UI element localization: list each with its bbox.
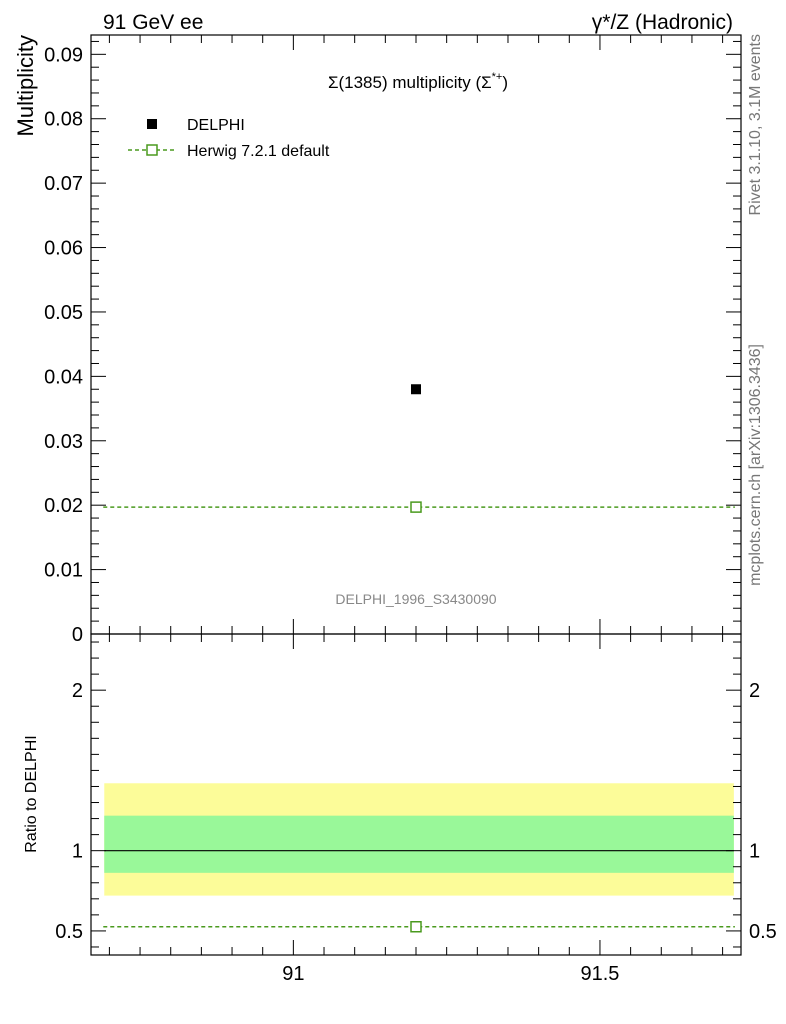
legend: DELPHI Herwig 7.2.1 default (128, 117, 330, 160)
delphi-marker (411, 384, 421, 395)
x-tick-label: 91.5 (580, 963, 619, 985)
herwig-marker (410, 501, 422, 513)
main-y-ticks: 0 0.01 0.02 0.03 0.04 0.05 0.06 0.07 0.08 0.09 (44, 40, 741, 646)
delphi-ratio-band-inner (104, 815, 734, 873)
y-tick-label: 0.02 (44, 495, 83, 517)
y-tick-label: 0.04 (44, 366, 83, 388)
ratio-tick-label: 0.5 (55, 921, 83, 943)
y-tick-label: 0.01 (44, 560, 83, 582)
ratio-tick-label: 1 (72, 841, 83, 863)
y-tick-label: 0.09 (44, 44, 83, 66)
mcplots-label: mcplots.cern.ch [arXiv:1306.3436] (747, 344, 764, 586)
chart-title-sup: *+ (492, 71, 503, 83)
y-tick-label: 0.05 (44, 302, 83, 324)
legend-herwig-label: Herwig 7.2.1 default (187, 143, 330, 160)
main-x-ticks (108, 35, 724, 634)
y-tick-label: 0 (72, 624, 83, 646)
legend-delphi-label: DELPHI (187, 117, 245, 134)
y-axis-label: Multiplicity (13, 35, 38, 136)
ratio-tick-label: 0.5 (749, 921, 777, 943)
x-tick-label: 91 (282, 963, 304, 985)
ratio-y-axis-label: Ratio to DELPHI (23, 735, 40, 852)
analysis-watermark: DELPHI_1996_S3430090 (335, 591, 496, 607)
legend-herwig-marker (146, 144, 158, 156)
y-tick-label: 0.08 (44, 109, 83, 131)
ratio-tick-label: 2 (72, 680, 83, 702)
ratio-tick-label: 1 (749, 841, 760, 863)
y-tick-label: 0.03 (44, 431, 83, 453)
header-right-label: γ*/Z (Hadronic) (592, 11, 733, 34)
x-tick-labels: 91 91.5 (282, 963, 619, 985)
ratio-tick-label: 2 (749, 680, 760, 702)
ratio-x-ticks (108, 634, 724, 955)
ratio-panel: 0.5 0.5 1 1 2 2 Ratio to DELPHI (23, 633, 777, 956)
rivet-label: Rivet 3.1.10, 3.1M events (747, 34, 764, 215)
ratio-frame (90, 633, 742, 956)
y-tick-label: 0.07 (44, 173, 83, 195)
chart-title: Σ(1385) multiplicity (Σ*+) (328, 71, 508, 92)
header-left-label: 91 GeV ee (103, 11, 203, 34)
main-panel: 0 0.01 0.02 0.03 0.04 0.05 0.06 0.07 0.08 0.09 Σ(… (13, 34, 742, 646)
herwig-ratio-marker (410, 921, 422, 933)
legend-delphi-marker (147, 119, 157, 129)
ratio-y-ticks: 0.5 0.5 1 1 2 2 (55, 641, 777, 948)
y-tick-label: 0.06 (44, 238, 83, 260)
